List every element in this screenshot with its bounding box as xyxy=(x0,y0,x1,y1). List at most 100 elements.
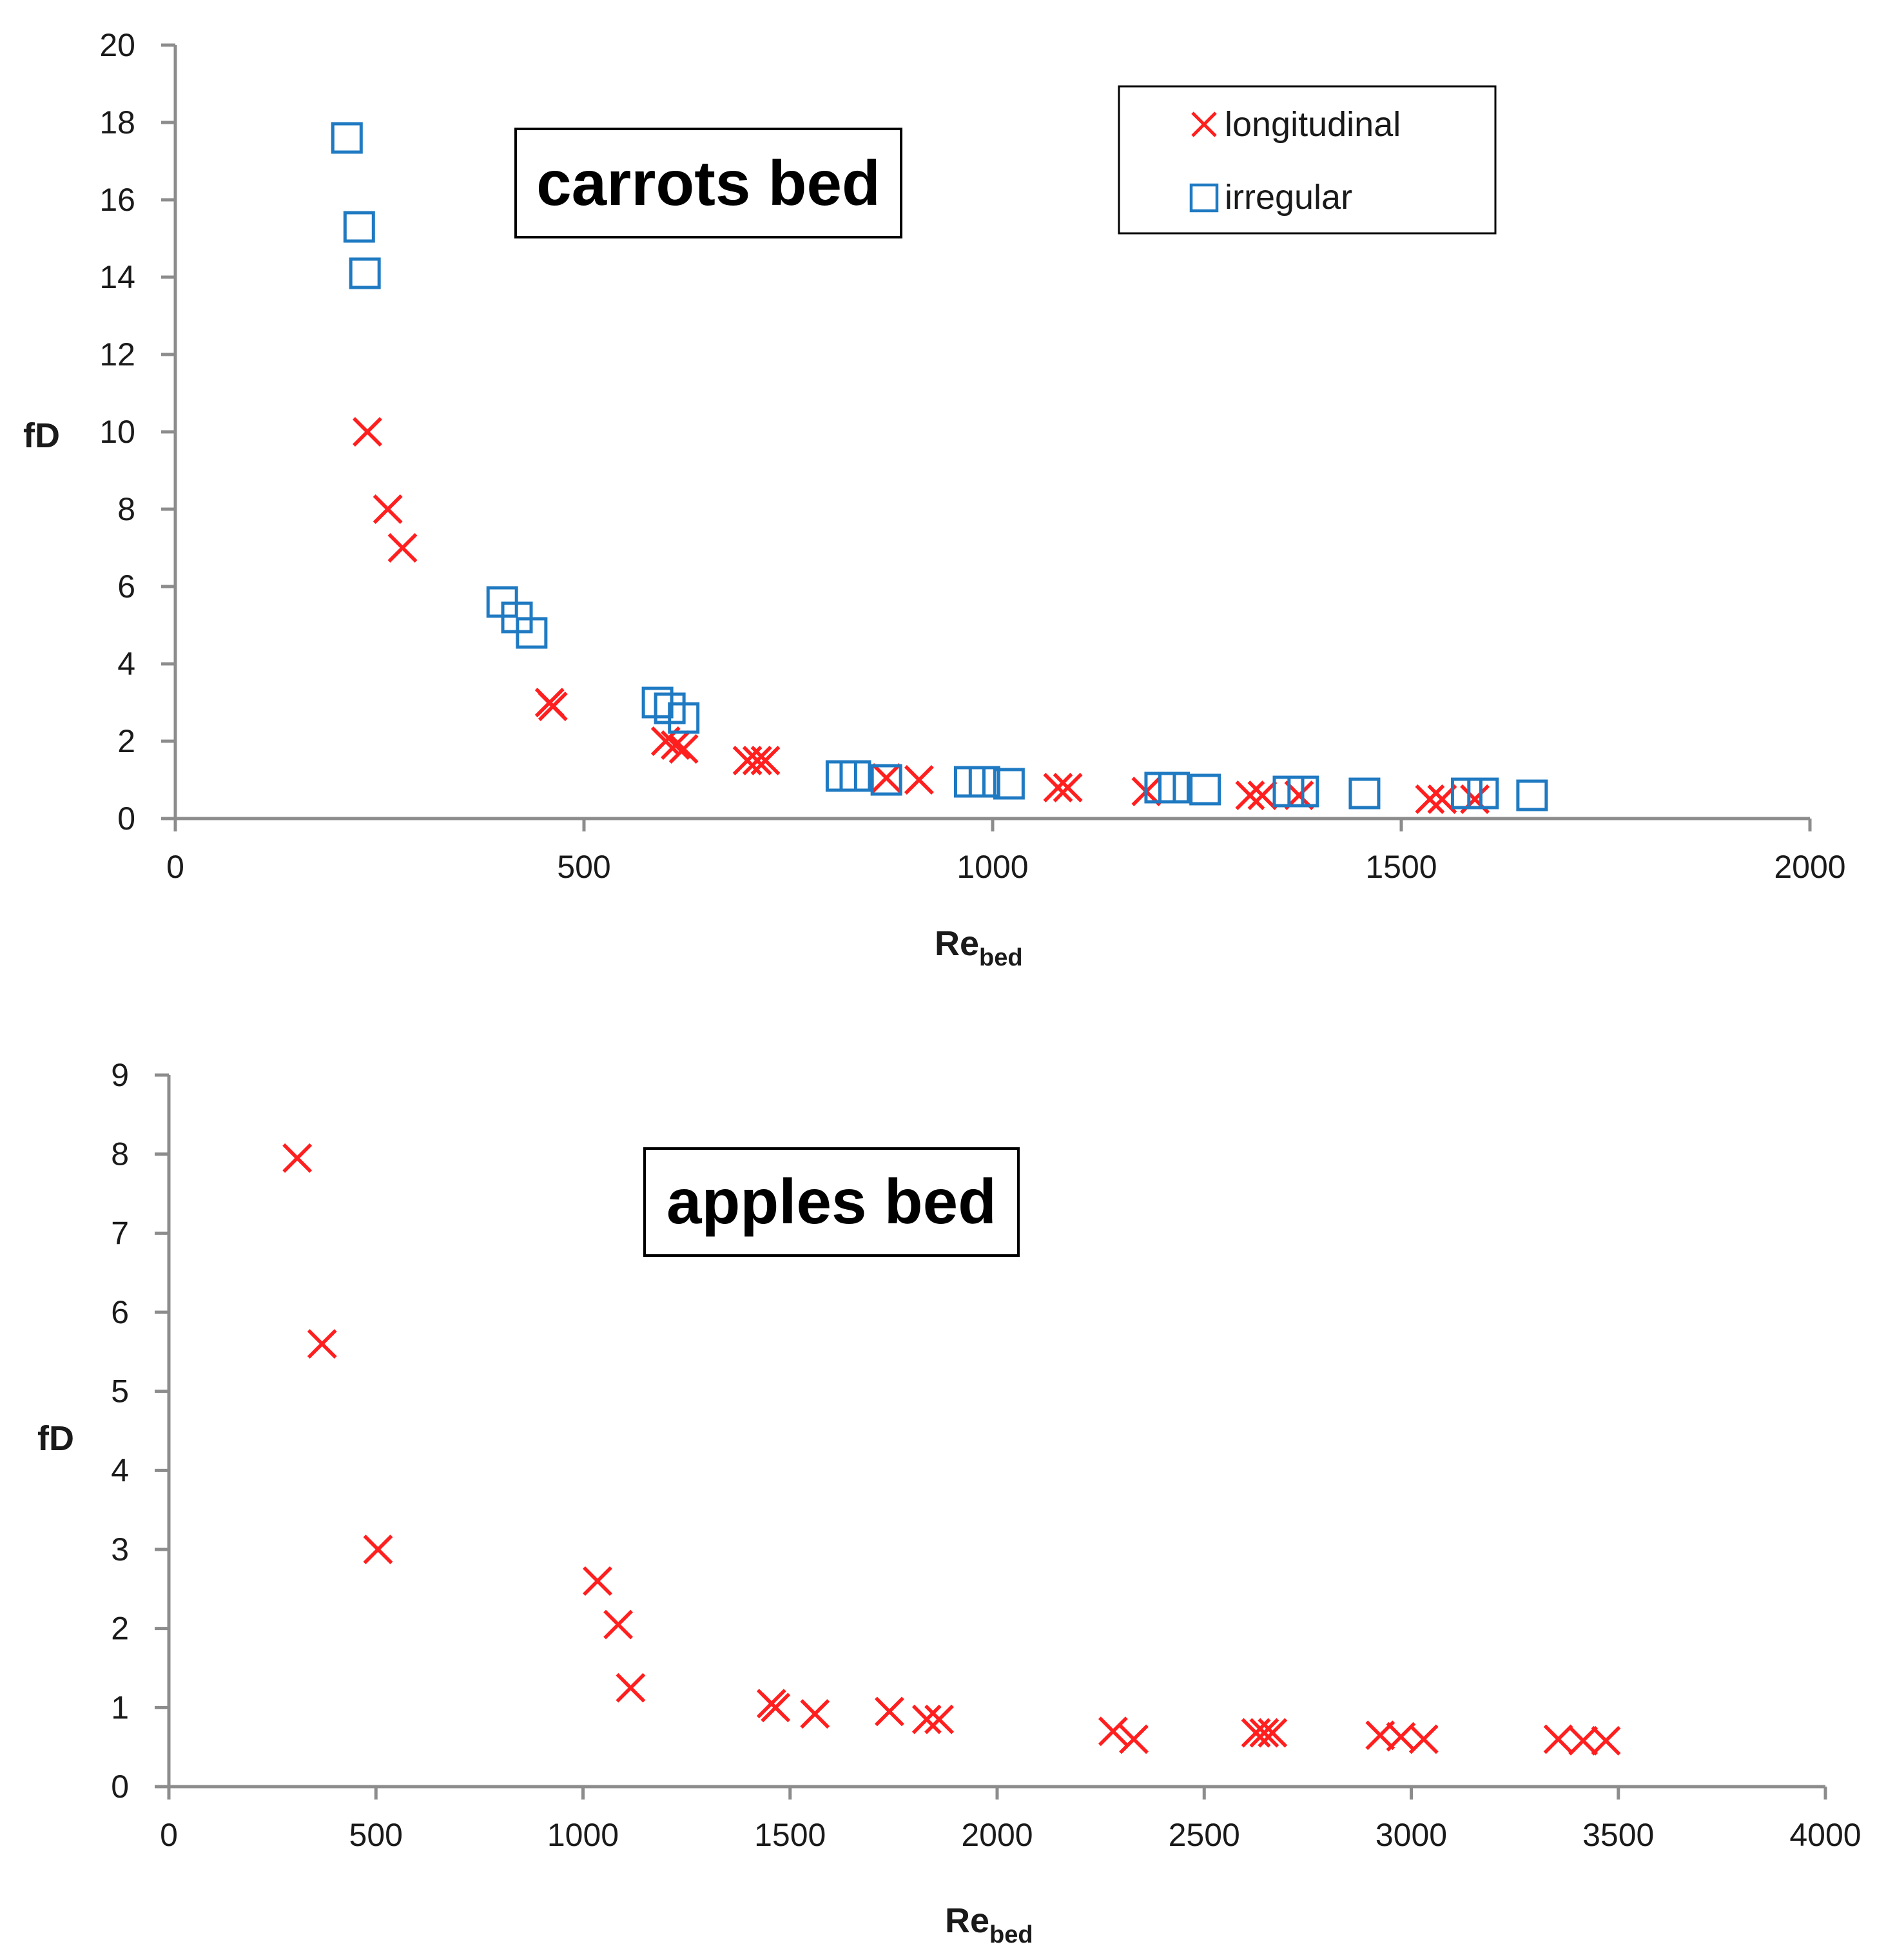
carrots-point-irregular xyxy=(1516,779,1548,811)
carrots-y-tick-label: 14 xyxy=(99,259,135,295)
apples-axes: 0 1 2 3 4 5 6 7 8 9 0 500 1000 1500 2000 2500 3000 3500 40… xyxy=(111,1057,1861,1853)
apples-x-tick-label: 1000 xyxy=(547,1817,619,1853)
carrots-y-tick-label: 18 xyxy=(99,104,135,141)
carrots-y-tick-label: 8 xyxy=(117,491,135,527)
carrots-point-longitudinal xyxy=(750,746,781,775)
carrots-point-longitudinal xyxy=(668,734,699,764)
carrots-point-irregular xyxy=(331,122,363,154)
apples-x-tick-label: 4000 xyxy=(1789,1817,1861,1853)
carrots-point-longitudinal xyxy=(1053,773,1083,802)
carrots-point-longitudinal xyxy=(661,730,690,760)
carrots-point-longitudinal xyxy=(904,765,934,795)
carrots-y-tick-label: 16 xyxy=(99,182,135,218)
carrots-point-irregular xyxy=(1158,771,1190,804)
apples-point-longitudinal xyxy=(307,1329,337,1359)
apples-point-longitudinal xyxy=(800,1699,830,1729)
carrots-x-tick-label: 500 xyxy=(557,849,610,885)
carrots-y-tick-label: 0 xyxy=(117,800,135,837)
carrots-x-tick-label: 1500 xyxy=(1365,849,1437,885)
apples-y-tick-label: 4 xyxy=(111,1452,129,1488)
apples-x-axis-title-main: Re xyxy=(945,1901,989,1940)
apples-point-longitudinal xyxy=(603,1609,634,1640)
apples-y-tick-label: 8 xyxy=(111,1136,129,1172)
carrots-point-irregular xyxy=(1189,773,1221,806)
apples-plot-marks xyxy=(282,1143,1621,1756)
apples-point-longitudinal xyxy=(1591,1725,1621,1756)
apples-point-longitudinal xyxy=(924,1704,954,1734)
apples-y-tick-label: 7 xyxy=(111,1215,129,1251)
apples-x-tick-label: 2500 xyxy=(1169,1817,1240,1853)
apples-point-longitudinal xyxy=(1568,1725,1599,1756)
apples-x-tick-label: 3500 xyxy=(1582,1817,1654,1853)
apples-y-tick-label: 0 xyxy=(111,1769,129,1805)
apples-title: apples bed xyxy=(666,1166,996,1237)
legend-x-marker-icon xyxy=(1191,112,1217,137)
apples-point-longitudinal xyxy=(1258,1718,1288,1748)
apples-point-longitudinal xyxy=(1119,1724,1149,1754)
carrots-point-longitudinal xyxy=(871,763,902,793)
apples-y-tick-label: 3 xyxy=(111,1531,129,1567)
apples-point-longitudinal xyxy=(363,1535,393,1564)
carrots-point-longitudinal xyxy=(1235,781,1265,810)
carrots-point-irregular xyxy=(870,764,902,796)
carrots-point-irregular xyxy=(349,257,381,289)
carrots-x-tick-label: 1000 xyxy=(957,849,1028,885)
carrots-y-tick-label: 12 xyxy=(99,336,135,373)
carrots-point-longitudinal xyxy=(742,746,772,775)
apples-x-tick-label: 500 xyxy=(349,1817,403,1853)
carrots-y-tick-label: 2 xyxy=(117,723,135,759)
carrots-point-irregular xyxy=(1467,777,1499,810)
apples-point-longitudinal xyxy=(1543,1724,1573,1754)
carrots-point-longitudinal xyxy=(353,417,382,447)
apples-x-tick-label: 1500 xyxy=(754,1817,826,1853)
carrots-point-irregular xyxy=(516,617,548,649)
apples-point-longitudinal xyxy=(761,1693,791,1723)
carrots-point-irregular xyxy=(968,766,1000,798)
carrots-y-tick-label: 6 xyxy=(117,568,135,605)
carrots-point-longitudinal xyxy=(1043,773,1073,802)
carrots-point-irregular xyxy=(668,702,700,734)
carrots-y-axis-title: fD xyxy=(23,416,60,455)
carrots-y-tick-label: 4 xyxy=(117,646,135,682)
carrots-point-longitudinal xyxy=(373,494,403,524)
legend-label-longitudinal: longitudinal xyxy=(1225,105,1401,144)
carrots-point-irregular xyxy=(343,211,375,243)
carrots-point-longitudinal xyxy=(1247,781,1278,810)
apples-point-longitudinal xyxy=(1098,1716,1128,1747)
apples-point-longitudinal xyxy=(583,1566,612,1596)
carrots-point-longitudinal xyxy=(538,692,568,721)
apples-point-longitudinal xyxy=(911,1704,942,1734)
legend-label-irregular: irregular xyxy=(1225,178,1352,217)
apples-point-longitudinal xyxy=(875,1696,904,1727)
carrots-axes: 0 2 4 6 8 10 12 14 16 18 20 0 500 1000 1500 2000 xyxy=(99,27,1845,885)
apples-chart: 0 1 2 3 4 5 6 7 8 9 0 500 1000 1500 2000 2500 3000 3500 40… xyxy=(37,1057,1862,1948)
apples-y-tick-label: 1 xyxy=(111,1689,129,1725)
carrots-y-tick-label: 10 xyxy=(99,414,135,450)
carrots-point-irregular xyxy=(993,768,1025,800)
carrots-point-irregular xyxy=(1348,777,1381,810)
apples-y-axis-title: fD xyxy=(37,1419,74,1458)
apples-y-tick-label: 9 xyxy=(111,1057,129,1093)
apples-x-axis-title: Rebed xyxy=(945,1901,1033,1948)
apples-x-axis-title-sub: bed xyxy=(989,1921,1033,1948)
apples-point-longitudinal xyxy=(616,1673,646,1703)
apples-y-tick-label: 6 xyxy=(111,1294,129,1330)
apples-point-longitudinal xyxy=(282,1143,313,1173)
carrots-point-longitudinal xyxy=(1415,784,1445,814)
apples-point-longitudinal xyxy=(1408,1724,1439,1754)
carrots-point-irregular xyxy=(1287,775,1319,808)
carrots-point-longitudinal xyxy=(387,533,418,563)
carrots-point-irregular xyxy=(1450,777,1483,810)
apples-x-tick-label: 0 xyxy=(160,1817,178,1853)
apples-x-tick-label: 3000 xyxy=(1376,1817,1447,1853)
carrots-y-tick-label: 20 xyxy=(99,27,135,63)
apples-y-tick-label: 2 xyxy=(111,1611,129,1647)
carrots-x-tick-label: 0 xyxy=(166,849,184,885)
carrots-x-axis-title: Rebed xyxy=(935,924,1023,971)
legend-square-marker-icon xyxy=(1189,183,1219,213)
carrots-x-axis-title-sub: bed xyxy=(979,944,1023,971)
carrots-title-box xyxy=(514,128,902,238)
carrots-x-axis-title-main: Re xyxy=(935,924,979,963)
apples-title-box xyxy=(643,1147,1020,1257)
